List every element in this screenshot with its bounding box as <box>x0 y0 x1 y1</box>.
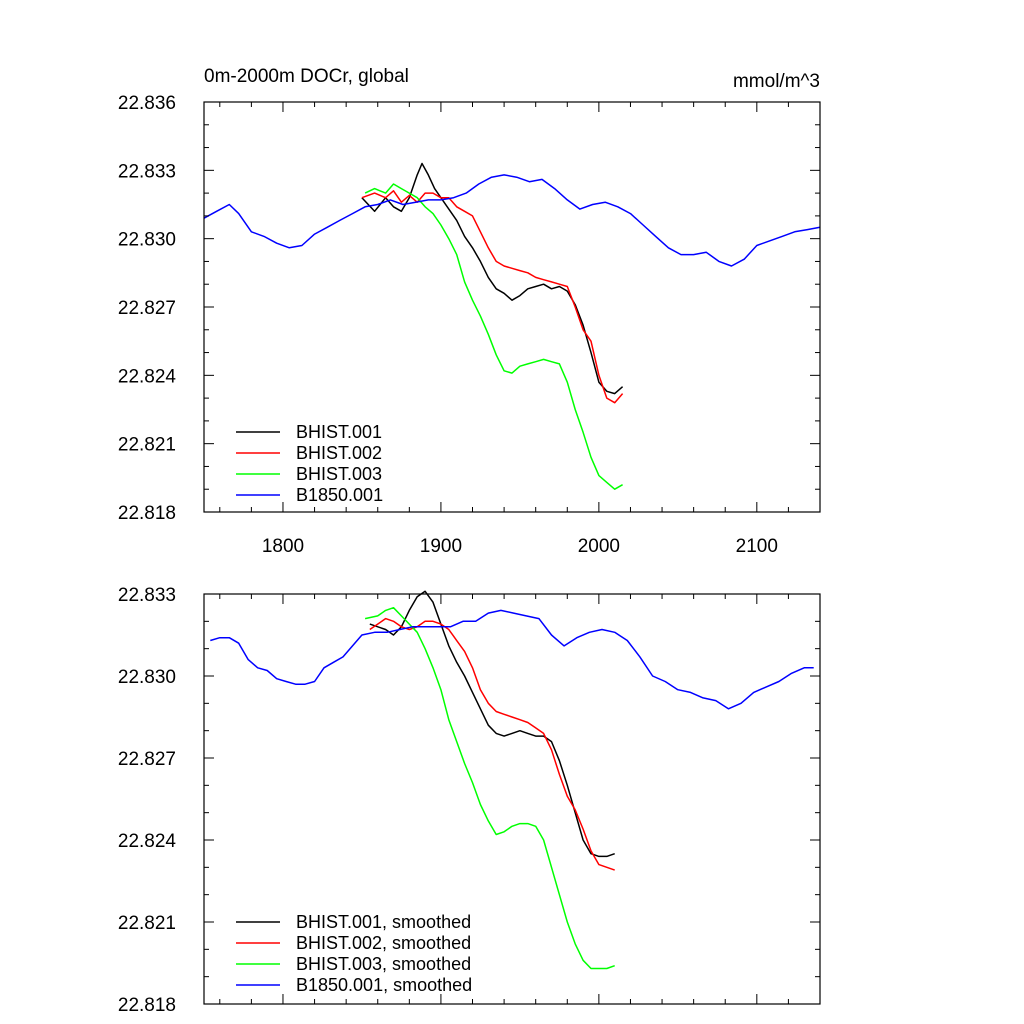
bottom-y-tick-label: 22.833 <box>118 585 176 606</box>
bottom-legend-label-1: BHIST.001, smoothed <box>296 912 471 932</box>
bottom-y-tick-label: 22.821 <box>118 913 176 934</box>
top-y-tick-label: 22.827 <box>118 298 176 319</box>
top-y-tick-label: 22.830 <box>118 230 176 251</box>
bottom-y-tick-label: 22.818 <box>118 995 176 1016</box>
bottom-panel-frame <box>203 593 821 1005</box>
bottom-y-tick-label: 22.824 <box>118 831 177 852</box>
top-series-line-4 <box>203 174 821 267</box>
top-series-line-2 <box>361 190 624 404</box>
top-x-tick-label: 1900 <box>420 536 462 557</box>
top-series-line-1 <box>361 162 624 395</box>
top-legend-label-1: BHIST.001 <box>296 422 382 442</box>
top-y-tick-label: 22.821 <box>118 435 176 456</box>
bottom-y-tick-label: 22.830 <box>118 667 176 688</box>
top-series-line-3 <box>364 183 623 490</box>
top-panel-frame <box>203 101 821 513</box>
top-y-tick-label: 22.824 <box>118 366 177 387</box>
top-legend-label-3: BHIST.003 <box>296 464 382 484</box>
top-x-tick-label: 1800 <box>262 536 304 557</box>
top-x-tick-label: 2100 <box>736 536 778 557</box>
bottom-y-tick-label: 22.827 <box>118 749 176 770</box>
bottom-panel-tick-labels: 22.818 22.821 22.824 22.827 22.830 22.833 <box>118 585 177 1016</box>
bottom-legend-label-4: B1850.001, smoothed <box>296 975 472 995</box>
bottom-panel: 22.818 22.821 22.824 22.827 22.830 22.833 BHI… <box>118 585 821 1016</box>
top-x-tick-label: 2000 <box>578 536 620 557</box>
top-panel-series <box>203 162 821 490</box>
bottom-legend-label-3: BHIST.003, smoothed <box>296 954 471 974</box>
top-panel: 0m-2000m DOCr, global mmol/m^3 1800 1900 2… <box>118 66 821 557</box>
top-y-tick-label: 22.818 <box>118 503 176 524</box>
top-legend-label-2: BHIST.002 <box>296 443 382 463</box>
top-panel-tick-labels: 1800 1900 2000 2100 22.818 22.821 22.824 22.827… <box>118 93 778 557</box>
bottom-series-line-4 <box>210 609 814 710</box>
top-y-tick-label: 22.836 <box>118 93 176 114</box>
top-y-tick-label: 22.833 <box>118 161 176 182</box>
bottom-series-line-1 <box>369 590 615 858</box>
bottom-series-line-3 <box>364 606 615 970</box>
bottom-panel-ticks <box>204 593 821 1005</box>
top-panel-ticks <box>204 101 821 513</box>
top-panel-units: mmol/m^3 <box>733 71 820 92</box>
bottom-panel-series <box>210 590 814 970</box>
bottom-series-line-2 <box>369 617 615 871</box>
top-legend-label-4: B1850.001 <box>296 485 383 505</box>
top-panel-title: 0m-2000m DOCr, global <box>204 66 409 87</box>
bottom-legend-label-2: BHIST.002, smoothed <box>296 933 471 953</box>
